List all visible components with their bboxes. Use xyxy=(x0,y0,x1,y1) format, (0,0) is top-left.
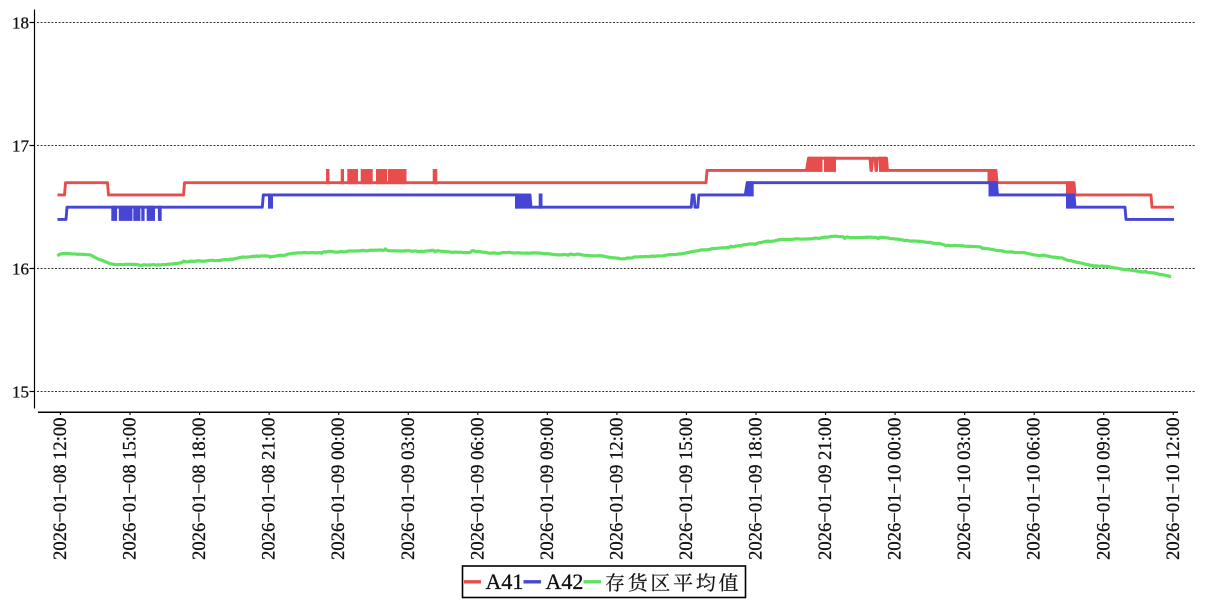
svg-text:A41: A41 xyxy=(486,569,524,594)
svg-text:15: 15 xyxy=(12,383,29,402)
svg-text:2026−01−10 12:00: 2026−01−10 12:00 xyxy=(1163,418,1184,560)
svg-text:2026−01−08 18:00: 2026−01−08 18:00 xyxy=(189,418,210,560)
svg-text:17: 17 xyxy=(12,137,30,156)
svg-text:2026−01−09 15:00: 2026−01−09 15:00 xyxy=(676,418,697,560)
svg-text:A42: A42 xyxy=(546,569,584,594)
svg-text:2026−01−08 12:00: 2026−01−08 12:00 xyxy=(50,418,71,560)
svg-text:2026−01−08 15:00: 2026−01−08 15:00 xyxy=(120,418,141,560)
svg-text:2026−01−09 18:00: 2026−01−09 18:00 xyxy=(746,418,767,560)
svg-text:2026−01−09 06:00: 2026−01−09 06:00 xyxy=(467,418,488,560)
svg-text:2026−01−10 06:00: 2026−01−10 06:00 xyxy=(1024,418,1045,560)
svg-text:2026−01−09 12:00: 2026−01−09 12:00 xyxy=(606,418,627,560)
svg-text:2026−01−10 03:00: 2026−01−10 03:00 xyxy=(954,418,975,560)
svg-text:2026−01−08 21:00: 2026−01−08 21:00 xyxy=(259,418,280,560)
svg-text:2026−01−09 00:00: 2026−01−09 00:00 xyxy=(328,418,349,560)
svg-text:16: 16 xyxy=(12,260,29,279)
svg-text:2026−01−10 09:00: 2026−01−10 09:00 xyxy=(1093,418,1114,560)
svg-text:18: 18 xyxy=(12,14,29,33)
svg-text:2026−01−09 09:00: 2026−01−09 09:00 xyxy=(537,418,558,560)
svg-text:2026−01−09 21:00: 2026−01−09 21:00 xyxy=(815,418,836,560)
svg-text:2026−01−09 03:00: 2026−01−09 03:00 xyxy=(398,418,419,560)
svg-text:2026−01−10 00:00: 2026−01−10 00:00 xyxy=(885,418,906,560)
